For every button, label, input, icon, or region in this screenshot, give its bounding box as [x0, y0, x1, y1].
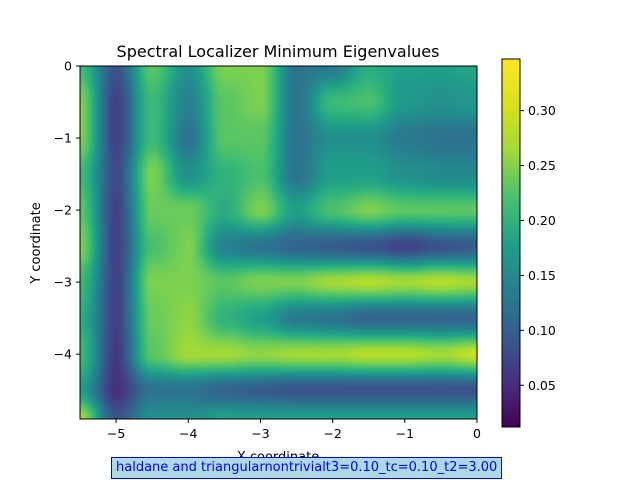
x-tick-label: 0 — [473, 426, 481, 441]
x-axis: −5 −4 −3 −2 −1 0 — [107, 419, 481, 441]
colorbar-tick-label: 0.05 — [528, 378, 556, 393]
colorbar-tick-label: 0.25 — [528, 158, 556, 173]
y-tick-label: −2 — [54, 203, 72, 218]
chart-title: Spectral Localizer Minimum Eigenvalues — [117, 42, 440, 61]
colorbar-frame — [501, 58, 521, 428]
colorbar-tick-label: 0.15 — [528, 268, 556, 283]
colorbar — [502, 59, 520, 427]
colorbar-tick-label: 0.30 — [528, 103, 556, 118]
x-tick-label: −5 — [107, 426, 125, 441]
y-axis-label: Y coordinate — [29, 202, 44, 284]
y-tick-label: −4 — [54, 347, 72, 362]
colorbar-axis: 0.05 0.10 0.15 0.20 0.25 0.30 — [520, 103, 556, 393]
x-tick-label: −3 — [251, 426, 269, 441]
y-tick-label: 0 — [64, 59, 72, 74]
colorbar-tick-label: 0.10 — [528, 323, 556, 338]
x-tick-label: −1 — [396, 426, 414, 441]
y-tick-label: −3 — [54, 275, 72, 290]
colorbar-tick-label: 0.20 — [528, 213, 556, 228]
heatmap-image — [80, 66, 477, 419]
y-axis: 0 −1 −2 −3 −4 — [54, 59, 80, 362]
plot-frame — [79, 65, 478, 420]
x-tick-label: −2 — [323, 426, 341, 441]
parameter-label: haldane and triangularnontrivialt3=0.10_… — [111, 457, 503, 479]
y-tick-label: −1 — [54, 131, 72, 146]
x-tick-label: −4 — [179, 426, 197, 441]
